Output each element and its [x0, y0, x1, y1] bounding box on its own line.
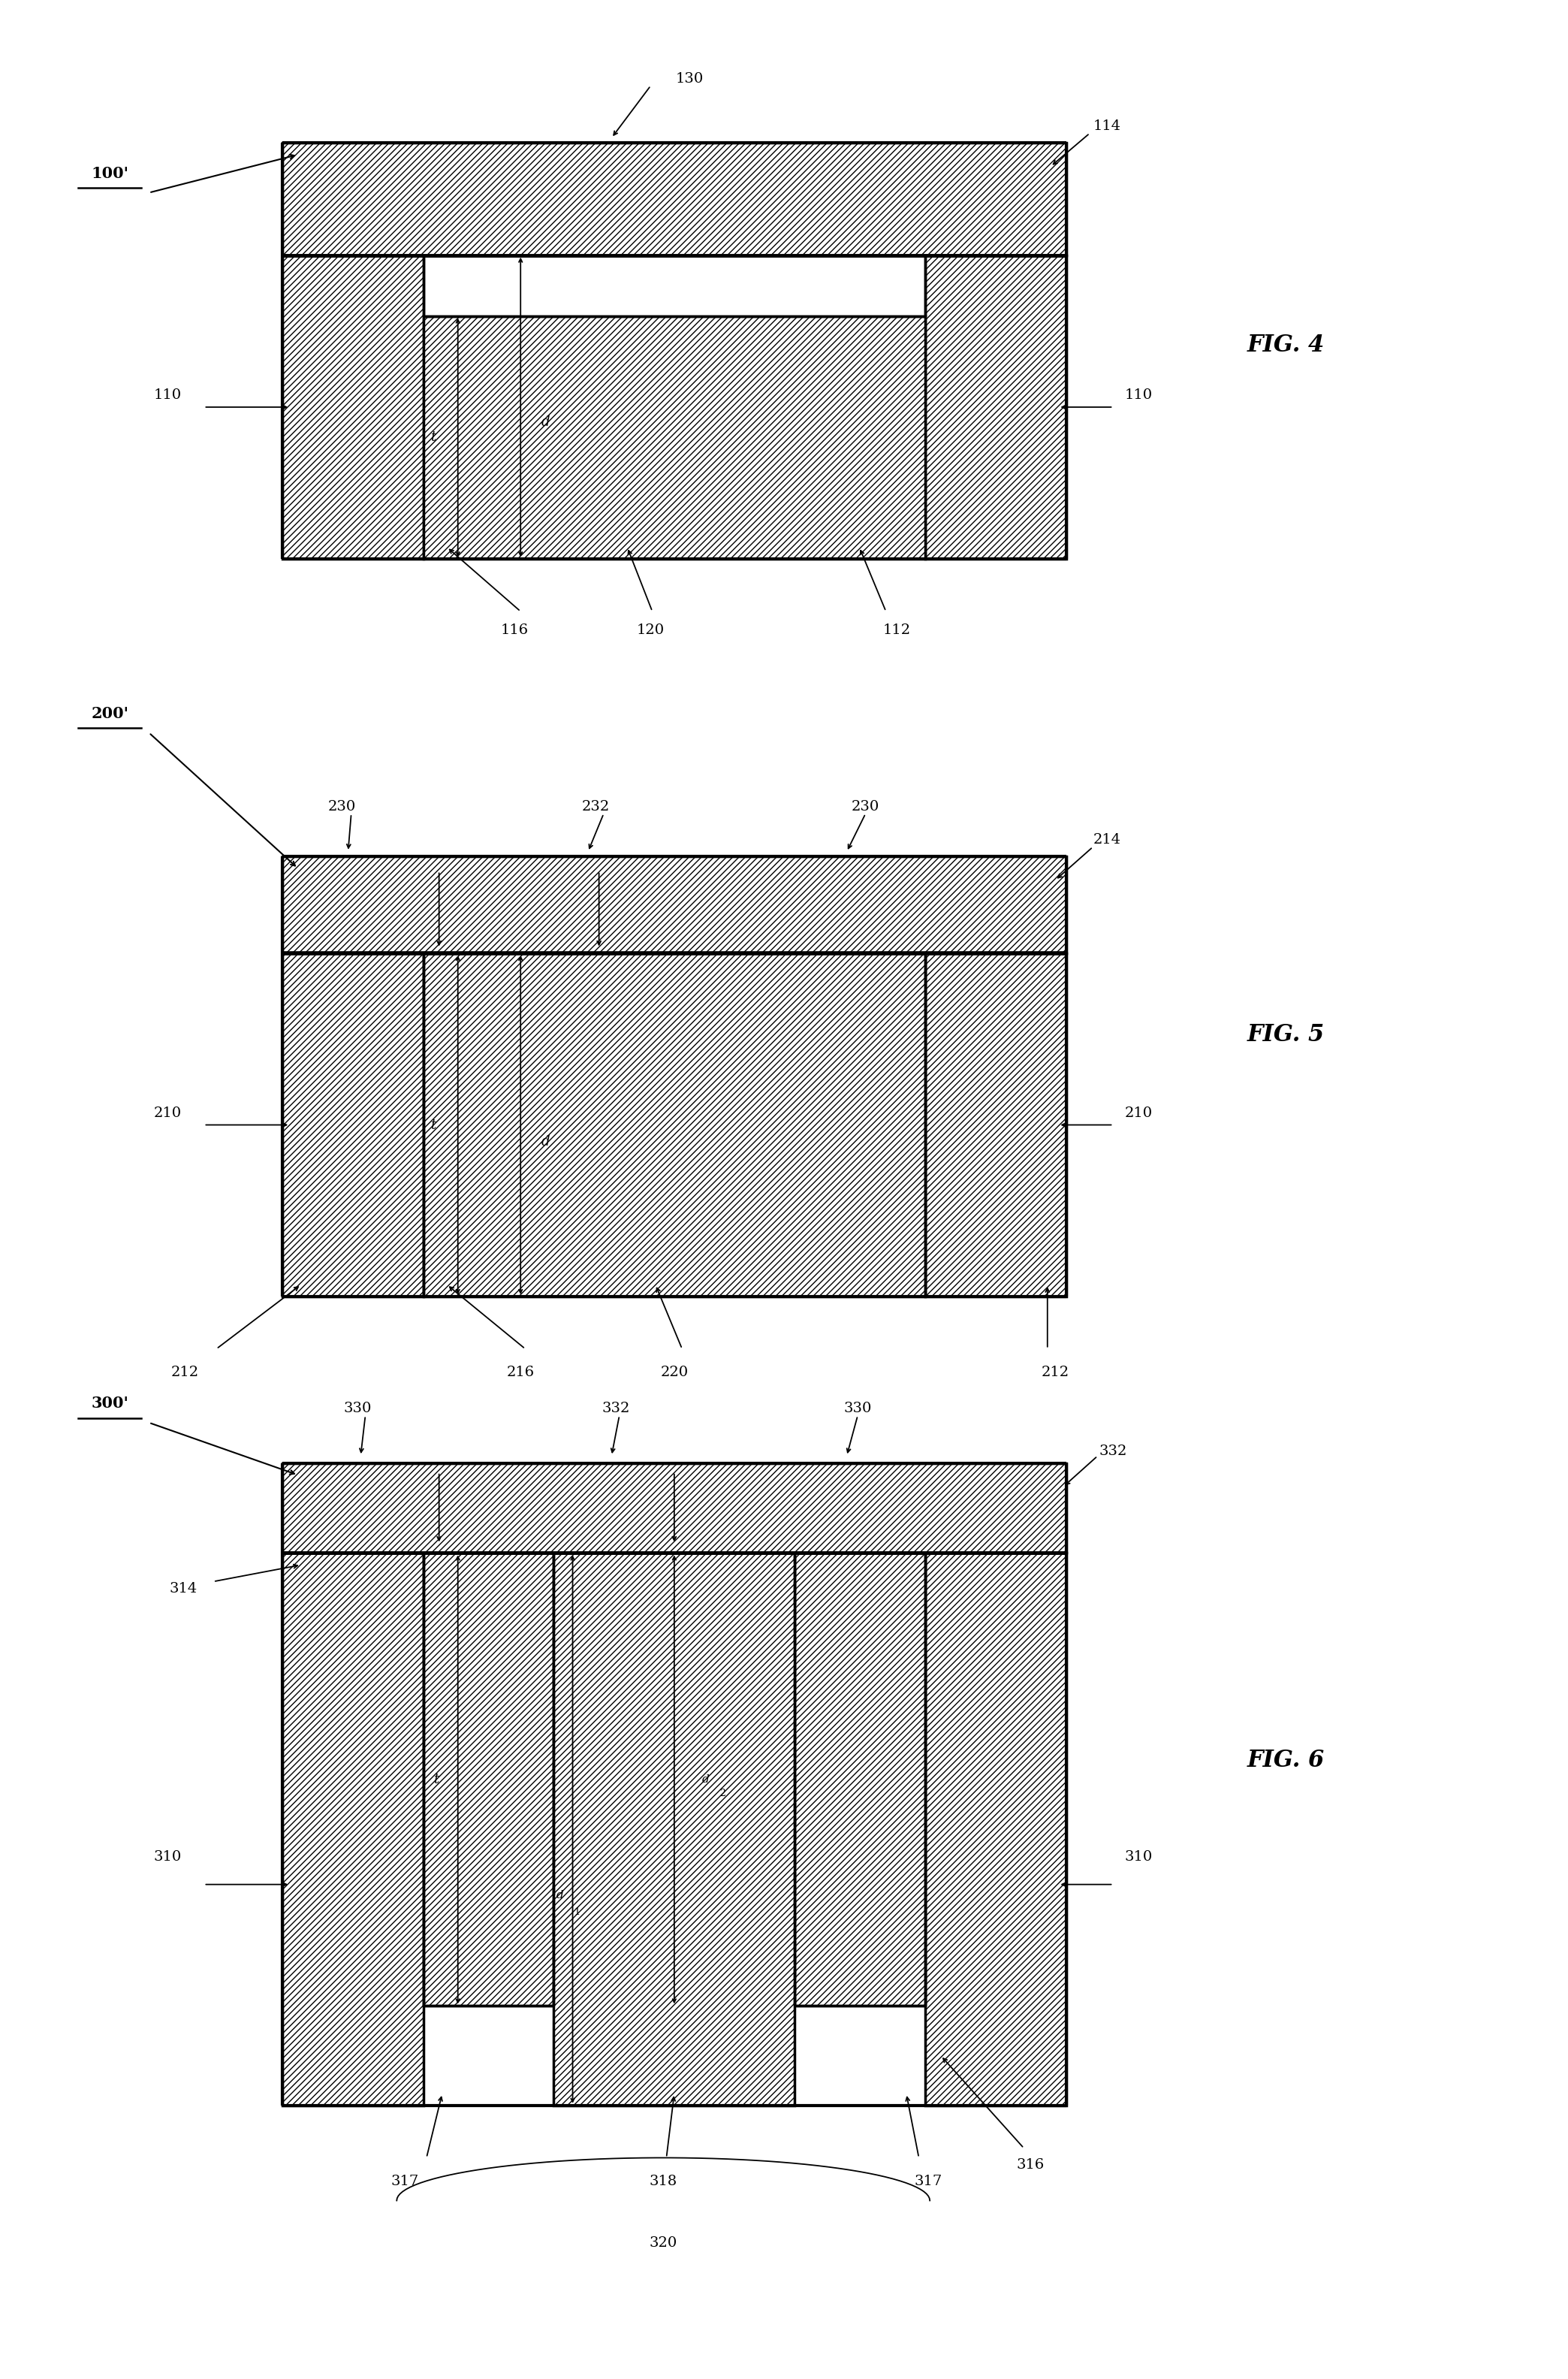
- Text: 332: 332: [1099, 1444, 1127, 1458]
- Text: 114: 114: [1093, 119, 1121, 133]
- Text: 210: 210: [154, 1106, 182, 1121]
- Text: d: d: [557, 1891, 564, 1901]
- Bar: [925, 954, 1066, 1297]
- Text: 210: 210: [1124, 1106, 1152, 1121]
- Text: d: d: [541, 416, 550, 428]
- Text: 314: 314: [169, 1582, 198, 1596]
- Text: 316: 316: [1016, 2158, 1044, 2172]
- Bar: [282, 255, 423, 559]
- Bar: [795, 1553, 925, 2005]
- Text: 317: 317: [390, 2174, 419, 2189]
- Text: 230: 230: [328, 799, 356, 814]
- Text: t: t: [430, 1118, 436, 1132]
- Text: 130: 130: [676, 71, 704, 86]
- Bar: [423, 954, 925, 1297]
- Text: 310: 310: [1124, 1851, 1152, 1863]
- Text: 317: 317: [914, 2174, 942, 2189]
- Text: 120: 120: [637, 623, 665, 638]
- Text: 1: 1: [574, 1908, 580, 1917]
- Text: FIG. 6: FIG. 6: [1247, 1749, 1325, 1772]
- Text: 100': 100': [91, 167, 129, 181]
- Text: 212: 212: [1041, 1366, 1069, 1380]
- Text: t: t: [430, 431, 436, 445]
- Text: 112: 112: [883, 623, 911, 638]
- Bar: [925, 255, 1066, 559]
- Text: 110: 110: [154, 388, 182, 402]
- Text: 332: 332: [602, 1401, 630, 1416]
- Text: 220: 220: [660, 1366, 688, 1380]
- Text: 320: 320: [649, 2236, 677, 2251]
- Text: 230: 230: [851, 799, 880, 814]
- Text: 318: 318: [649, 2174, 677, 2189]
- Text: 200': 200': [91, 707, 129, 721]
- Bar: [925, 1553, 1066, 2105]
- Text: FIG. 5: FIG. 5: [1247, 1023, 1325, 1047]
- Text: 330: 330: [343, 1401, 372, 1416]
- Text: t: t: [433, 1772, 439, 1787]
- Text: 212: 212: [171, 1366, 199, 1380]
- Bar: [282, 143, 1066, 255]
- Text: 300': 300': [91, 1396, 129, 1411]
- Text: 110: 110: [1124, 388, 1152, 402]
- Text: 116: 116: [500, 623, 528, 638]
- Bar: [423, 1553, 554, 2005]
- Bar: [282, 1463, 1066, 1553]
- Bar: [554, 1553, 795, 2105]
- Text: 310: 310: [154, 1851, 182, 1863]
- Text: 214: 214: [1093, 833, 1121, 847]
- Bar: [423, 316, 925, 559]
- Text: 330: 330: [844, 1401, 872, 1416]
- Bar: [282, 954, 423, 1297]
- Text: d: d: [702, 1775, 709, 1784]
- Bar: [282, 856, 1066, 954]
- Bar: [282, 1553, 423, 2105]
- Text: d: d: [541, 1135, 550, 1149]
- Text: FIG. 4: FIG. 4: [1247, 333, 1325, 357]
- Text: 2: 2: [720, 1789, 726, 1799]
- Text: 232: 232: [582, 799, 610, 814]
- Text: 216: 216: [506, 1366, 535, 1380]
